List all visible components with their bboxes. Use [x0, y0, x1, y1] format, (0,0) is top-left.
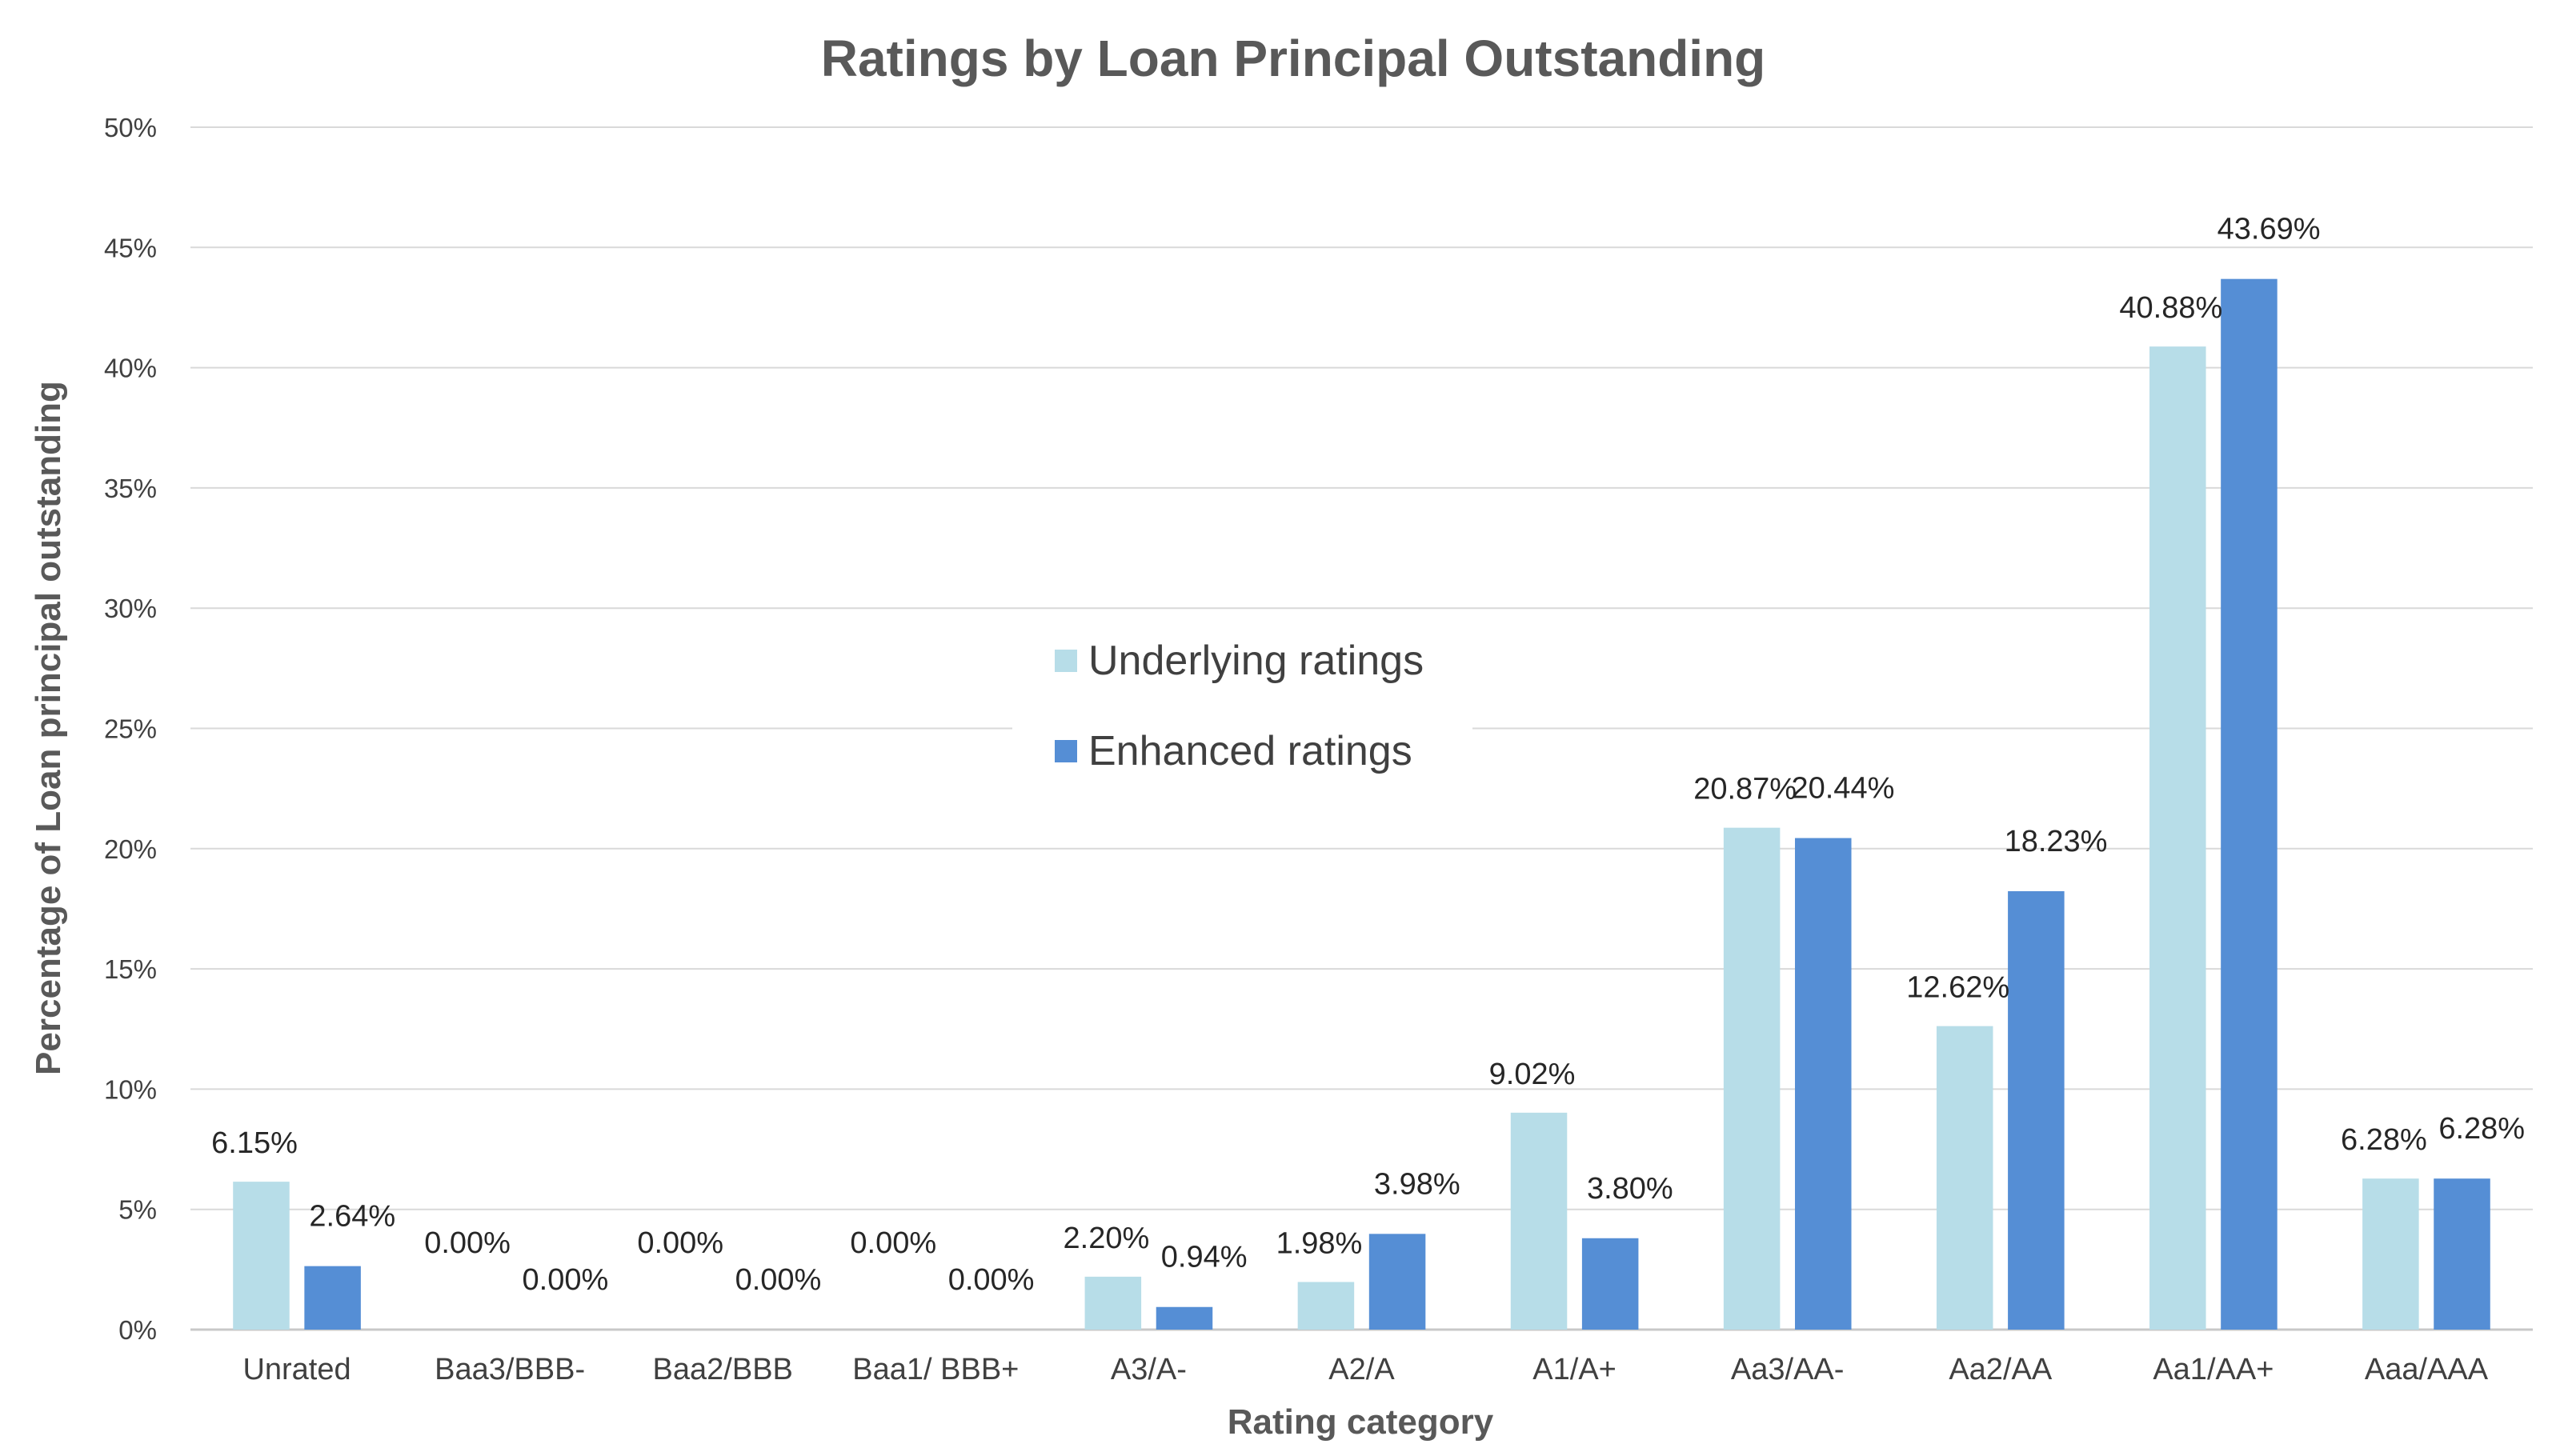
- data-label-enhanced: 2.64%: [309, 1200, 395, 1234]
- bar-underlying: [1510, 1112, 1568, 1330]
- x-axis-title: Rating category: [1228, 1402, 1494, 1442]
- data-label-underlying: 2.20%: [1064, 1222, 1150, 1255]
- y-tick-label: 15%: [104, 954, 157, 984]
- x-tick-label: Aa2/AA: [1949, 1353, 2053, 1386]
- x-tick-label: A1/A+: [1532, 1353, 1617, 1386]
- bar-enhanced: [2221, 278, 2278, 1330]
- legend-label-enhanced: Enhanced ratings: [1088, 728, 1412, 774]
- x-tick-label: Aa3/AA-: [1731, 1353, 1845, 1386]
- data-label-enhanced: 6.28%: [2438, 1112, 2525, 1146]
- data-label-enhanced: 0.00%: [948, 1263, 1035, 1297]
- x-tick-label: Unrated: [242, 1353, 351, 1386]
- chart-title: Ratings by Loan Principal Outstanding: [821, 30, 1766, 87]
- data-label-underlying: 0.00%: [637, 1226, 723, 1260]
- x-tick-label: Baa1/ BBB+: [852, 1353, 1019, 1386]
- data-label-enhanced: 3.98%: [1374, 1167, 1460, 1201]
- legend-swatch-underlying: [1055, 650, 1077, 672]
- legend-background: [1012, 628, 1472, 780]
- data-label-enhanced: 3.80%: [1587, 1172, 1673, 1206]
- data-label-underlying: 6.15%: [211, 1126, 298, 1160]
- x-tick-label: A3/A-: [1111, 1353, 1187, 1386]
- data-label-enhanced: 18.23%: [2005, 825, 2108, 858]
- y-tick-label: 35%: [104, 474, 157, 503]
- data-label-underlying: 1.98%: [1276, 1226, 1363, 1260]
- y-tick-label: 10%: [104, 1074, 157, 1104]
- data-label-underlying: 0.00%: [424, 1226, 511, 1260]
- bar-underlying: [1297, 1282, 1355, 1330]
- legend-label-underlying: Underlying ratings: [1088, 638, 1424, 684]
- bar-underlying: [1936, 1026, 1993, 1330]
- bar-enhanced: [1794, 838, 1852, 1330]
- bars: [233, 278, 2490, 1330]
- y-tick-label: 5%: [118, 1195, 157, 1225]
- data-label-underlying: 9.02%: [1489, 1058, 1576, 1091]
- data-label-enhanced: 43.69%: [2217, 213, 2321, 246]
- y-tick-label: 50%: [104, 113, 157, 142]
- data-label-underlying: 12.62%: [1906, 971, 2009, 1005]
- bar-underlying: [233, 1182, 290, 1330]
- bar-enhanced: [304, 1266, 361, 1330]
- y-tick-label: 30%: [104, 594, 157, 623]
- y-axis-title: Percentage of Loan principal outstanding: [29, 381, 68, 1075]
- x-axis-ticks: Unrated Baa3/BBB- Baa2/BBB Baa1/ BBB+ A3/A- A…: [242, 1353, 2488, 1386]
- bar-underlying: [1723, 827, 1781, 1330]
- y-tick-label: 20%: [104, 834, 157, 864]
- legend: Underlying ratings Enhanced ratings: [1012, 628, 1472, 780]
- data-label-underlying: 6.28%: [2341, 1123, 2427, 1157]
- y-axis-ticks: 0% 5% 10% 15% 20% 25% 30% 35% 40% 45% 50%: [104, 113, 157, 1345]
- data-label-underlying: 0.00%: [850, 1226, 936, 1260]
- y-tick-label: 25%: [104, 714, 157, 744]
- bar-enhanced: [2008, 891, 2065, 1330]
- x-tick-label: Aaa/AAA: [2365, 1353, 2489, 1386]
- bar-underlying: [2362, 1178, 2419, 1330]
- data-label-underlying: 20.87%: [1693, 773, 1797, 806]
- x-tick-label: Baa3/BBB-: [435, 1353, 585, 1386]
- data-label-enhanced: 20.44%: [1791, 772, 1894, 806]
- x-tick-label: A2/A: [1328, 1353, 1395, 1386]
- bar-underlying: [2149, 346, 2206, 1330]
- legend-swatch-enhanced: [1055, 740, 1077, 762]
- bar-underlying: [1084, 1276, 1142, 1330]
- y-tick-label: 40%: [104, 354, 157, 383]
- data-label-underlying: 40.88%: [2119, 291, 2222, 325]
- bar-enhanced: [2434, 1178, 2490, 1330]
- bar-enhanced: [1368, 1234, 1426, 1330]
- data-label-enhanced: 0.00%: [523, 1263, 609, 1297]
- bar-enhanced: [1581, 1238, 1639, 1330]
- data-label-enhanced: 0.00%: [735, 1263, 822, 1297]
- x-tick-label: Aa1/AA+: [2153, 1353, 2274, 1386]
- data-label-enhanced: 0.94%: [1161, 1241, 1248, 1274]
- bar-enhanced: [1156, 1306, 1213, 1330]
- y-tick-label: 45%: [104, 233, 157, 262]
- x-tick-label: Baa2/BBB: [653, 1353, 793, 1386]
- y-tick-label: 0%: [118, 1315, 157, 1345]
- data-labels: 6.15% 2.64% 0.00% 0.00% 0.00% 0.00% 0.00% 0.00%…: [211, 213, 2525, 1297]
